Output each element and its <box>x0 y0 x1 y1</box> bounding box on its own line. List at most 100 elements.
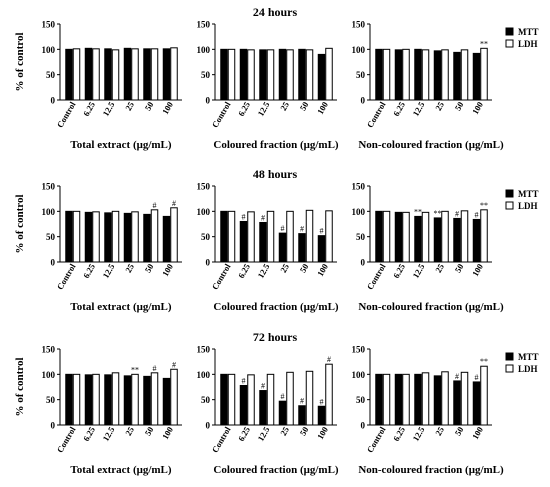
bar-ldh <box>480 365 488 426</box>
bar-ldh <box>325 363 333 426</box>
y-tick-label: 100 <box>352 45 366 55</box>
significance-mark: # <box>281 392 285 401</box>
bar-mtt <box>453 380 461 426</box>
y-tick-label: 0 <box>206 258 211 268</box>
bar-ldh <box>247 211 255 263</box>
bar-ldh <box>325 47 333 101</box>
y-tick-label: 150 <box>197 182 211 192</box>
x-tick-label: 12.5 <box>410 262 426 280</box>
bar-ldh <box>170 368 178 426</box>
y-tick-label: 50 <box>46 232 56 242</box>
x-tick-label: 50 <box>143 425 156 437</box>
x-axis-label: Non-coloured fraction (μg/mL) <box>358 301 504 313</box>
bar-ldh <box>286 210 294 263</box>
bar-ldh <box>421 211 430 263</box>
x-tick-label: 50 <box>453 425 466 437</box>
y-tick-label: 50 <box>356 232 366 242</box>
x-tick-label: 100 <box>160 100 175 116</box>
y-axis-label: % of control <box>14 357 26 416</box>
bar-mtt <box>278 400 287 426</box>
y-tick-label: 0 <box>51 96 56 106</box>
bar-ldh <box>460 49 469 101</box>
x-tick-label: 12.5 <box>100 100 116 118</box>
x-tick-label: Control <box>210 424 233 454</box>
bar-mtt <box>298 48 306 101</box>
y-tick-label: 100 <box>352 370 366 380</box>
bar-mtt <box>220 373 228 426</box>
y-tick-label: 0 <box>361 421 366 431</box>
x-tick-label: 25 <box>278 425 291 437</box>
bar-mtt <box>259 221 267 263</box>
legend-swatch-ldh <box>505 364 514 373</box>
legend-swatch-ldh <box>505 39 514 48</box>
bar-mtt <box>394 211 403 263</box>
x-tick-label: 50 <box>453 262 466 274</box>
significance-mark: # <box>475 210 479 219</box>
x-tick-label: 100 <box>160 425 175 441</box>
bar-ldh <box>305 209 314 263</box>
x-tick-label: 25 <box>123 100 136 112</box>
bar-ldh <box>441 371 449 426</box>
bar-mtt <box>104 48 112 101</box>
x-axis-label: Coloured fraction (μg/mL) <box>213 464 339 476</box>
bar-mtt <box>259 390 267 426</box>
significance-mark: # <box>455 209 459 218</box>
bar-ldh <box>72 48 81 101</box>
x-tick-label: 6.25 <box>391 425 407 443</box>
bar-ldh <box>92 48 100 101</box>
bar-mtt <box>472 218 481 263</box>
x-tick-label: 12.5 <box>100 262 116 280</box>
significance-mark: # <box>455 372 459 381</box>
bar-ldh <box>402 48 410 101</box>
significance-mark: ** <box>480 357 488 366</box>
x-tick-label: 12.5 <box>100 425 116 443</box>
y-tick-label: 100 <box>197 45 211 55</box>
bar-mtt <box>123 375 132 426</box>
bar-mtt <box>259 49 267 101</box>
x-axis-label: Total extract (μg/mL) <box>70 301 171 313</box>
x-tick-label: 25 <box>433 100 446 112</box>
bar-mtt <box>453 51 461 101</box>
bar-ldh <box>227 210 236 263</box>
legend-swatch-ldh <box>505 201 514 210</box>
bar-ldh <box>131 373 139 426</box>
bar-mtt <box>433 50 442 101</box>
y-tick-label: 50 <box>356 70 366 80</box>
bar-mtt <box>472 381 481 426</box>
bar-mtt <box>472 52 481 101</box>
x-tick-label: 100 <box>470 100 485 116</box>
x-axis-label: Coloured fraction (μg/mL) <box>213 301 339 313</box>
x-tick-label: 50 <box>143 100 156 112</box>
x-tick-label: 100 <box>315 425 330 441</box>
y-tick-label: 150 <box>42 20 56 30</box>
y-tick-label: 100 <box>42 207 56 217</box>
bar-mtt <box>278 232 287 263</box>
x-tick-label: 50 <box>298 100 311 112</box>
y-tick-label: 50 <box>201 232 211 242</box>
x-axis-label: Non-coloured fraction (μg/mL) <box>358 464 504 476</box>
bar-mtt <box>375 210 383 263</box>
bar-mtt <box>104 374 112 426</box>
bar-ldh <box>402 211 410 263</box>
y-tick-label: 50 <box>356 395 366 405</box>
bar-ldh <box>305 370 314 426</box>
bar-ldh <box>150 209 159 263</box>
x-tick-label: 6.25 <box>236 100 252 118</box>
bar-mtt <box>414 48 422 101</box>
row-title: 24 hours <box>253 5 298 19</box>
bar-mtt <box>162 377 171 426</box>
bar-ldh <box>72 373 81 426</box>
bar-ldh <box>266 49 275 101</box>
x-axis-label: Coloured fraction (μg/mL) <box>213 139 339 151</box>
x-tick-label: 12.5 <box>255 425 271 443</box>
y-tick-label: 0 <box>361 258 366 268</box>
bar-mtt <box>278 48 287 101</box>
bar-mtt <box>394 373 403 426</box>
x-tick-label: 50 <box>453 100 466 112</box>
bar-mtt <box>433 217 442 263</box>
bar-ldh <box>150 372 159 426</box>
bar-ldh <box>72 210 81 263</box>
significance-mark: # <box>320 397 324 406</box>
y-axis-label: % of control <box>14 194 26 253</box>
